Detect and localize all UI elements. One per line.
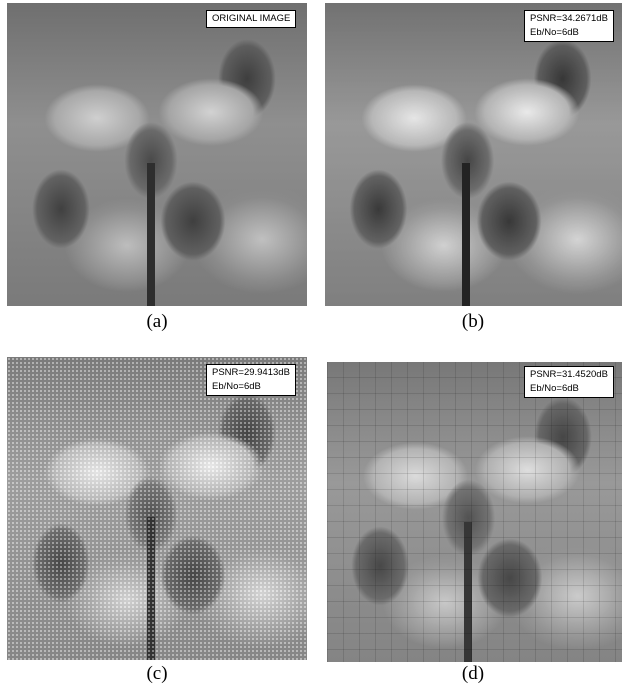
label-line-2: Eb/No=6dB (530, 27, 579, 38)
caption-d: (d) (461, 663, 485, 684)
label-line-2: Eb/No=6dB (530, 383, 579, 394)
label-box: PSNR=34.2671dB Eb/No=6dB (524, 10, 614, 42)
label-box: ORIGINAL IMAGE (206, 10, 297, 28)
label-line-1: ORIGINAL IMAGE (212, 13, 291, 24)
orchid-image-c (7, 357, 307, 660)
flower-stem (147, 163, 155, 306)
label-box: PSNR=31.4520dB Eb/No=6dB (524, 366, 614, 398)
flower-stem (147, 517, 155, 660)
flower-stem (464, 522, 472, 662)
label-line-1: PSNR=29.9413dB (212, 367, 290, 378)
label-line-2: Eb/No=6dB (212, 381, 261, 392)
caption-a: (a) (146, 311, 168, 332)
orchid-image-original (7, 3, 307, 306)
caption-b: (b) (461, 311, 485, 332)
label-line-1: PSNR=31.4520dB (530, 369, 608, 380)
label-box: PSNR=29.9413dB Eb/No=6dB (206, 364, 296, 396)
flower-stem (462, 163, 470, 306)
orchid-image-d (327, 362, 622, 662)
caption-c: (c) (146, 663, 168, 684)
orchid-image-b (325, 3, 622, 306)
label-line-1: PSNR=34.2671dB (530, 13, 608, 24)
